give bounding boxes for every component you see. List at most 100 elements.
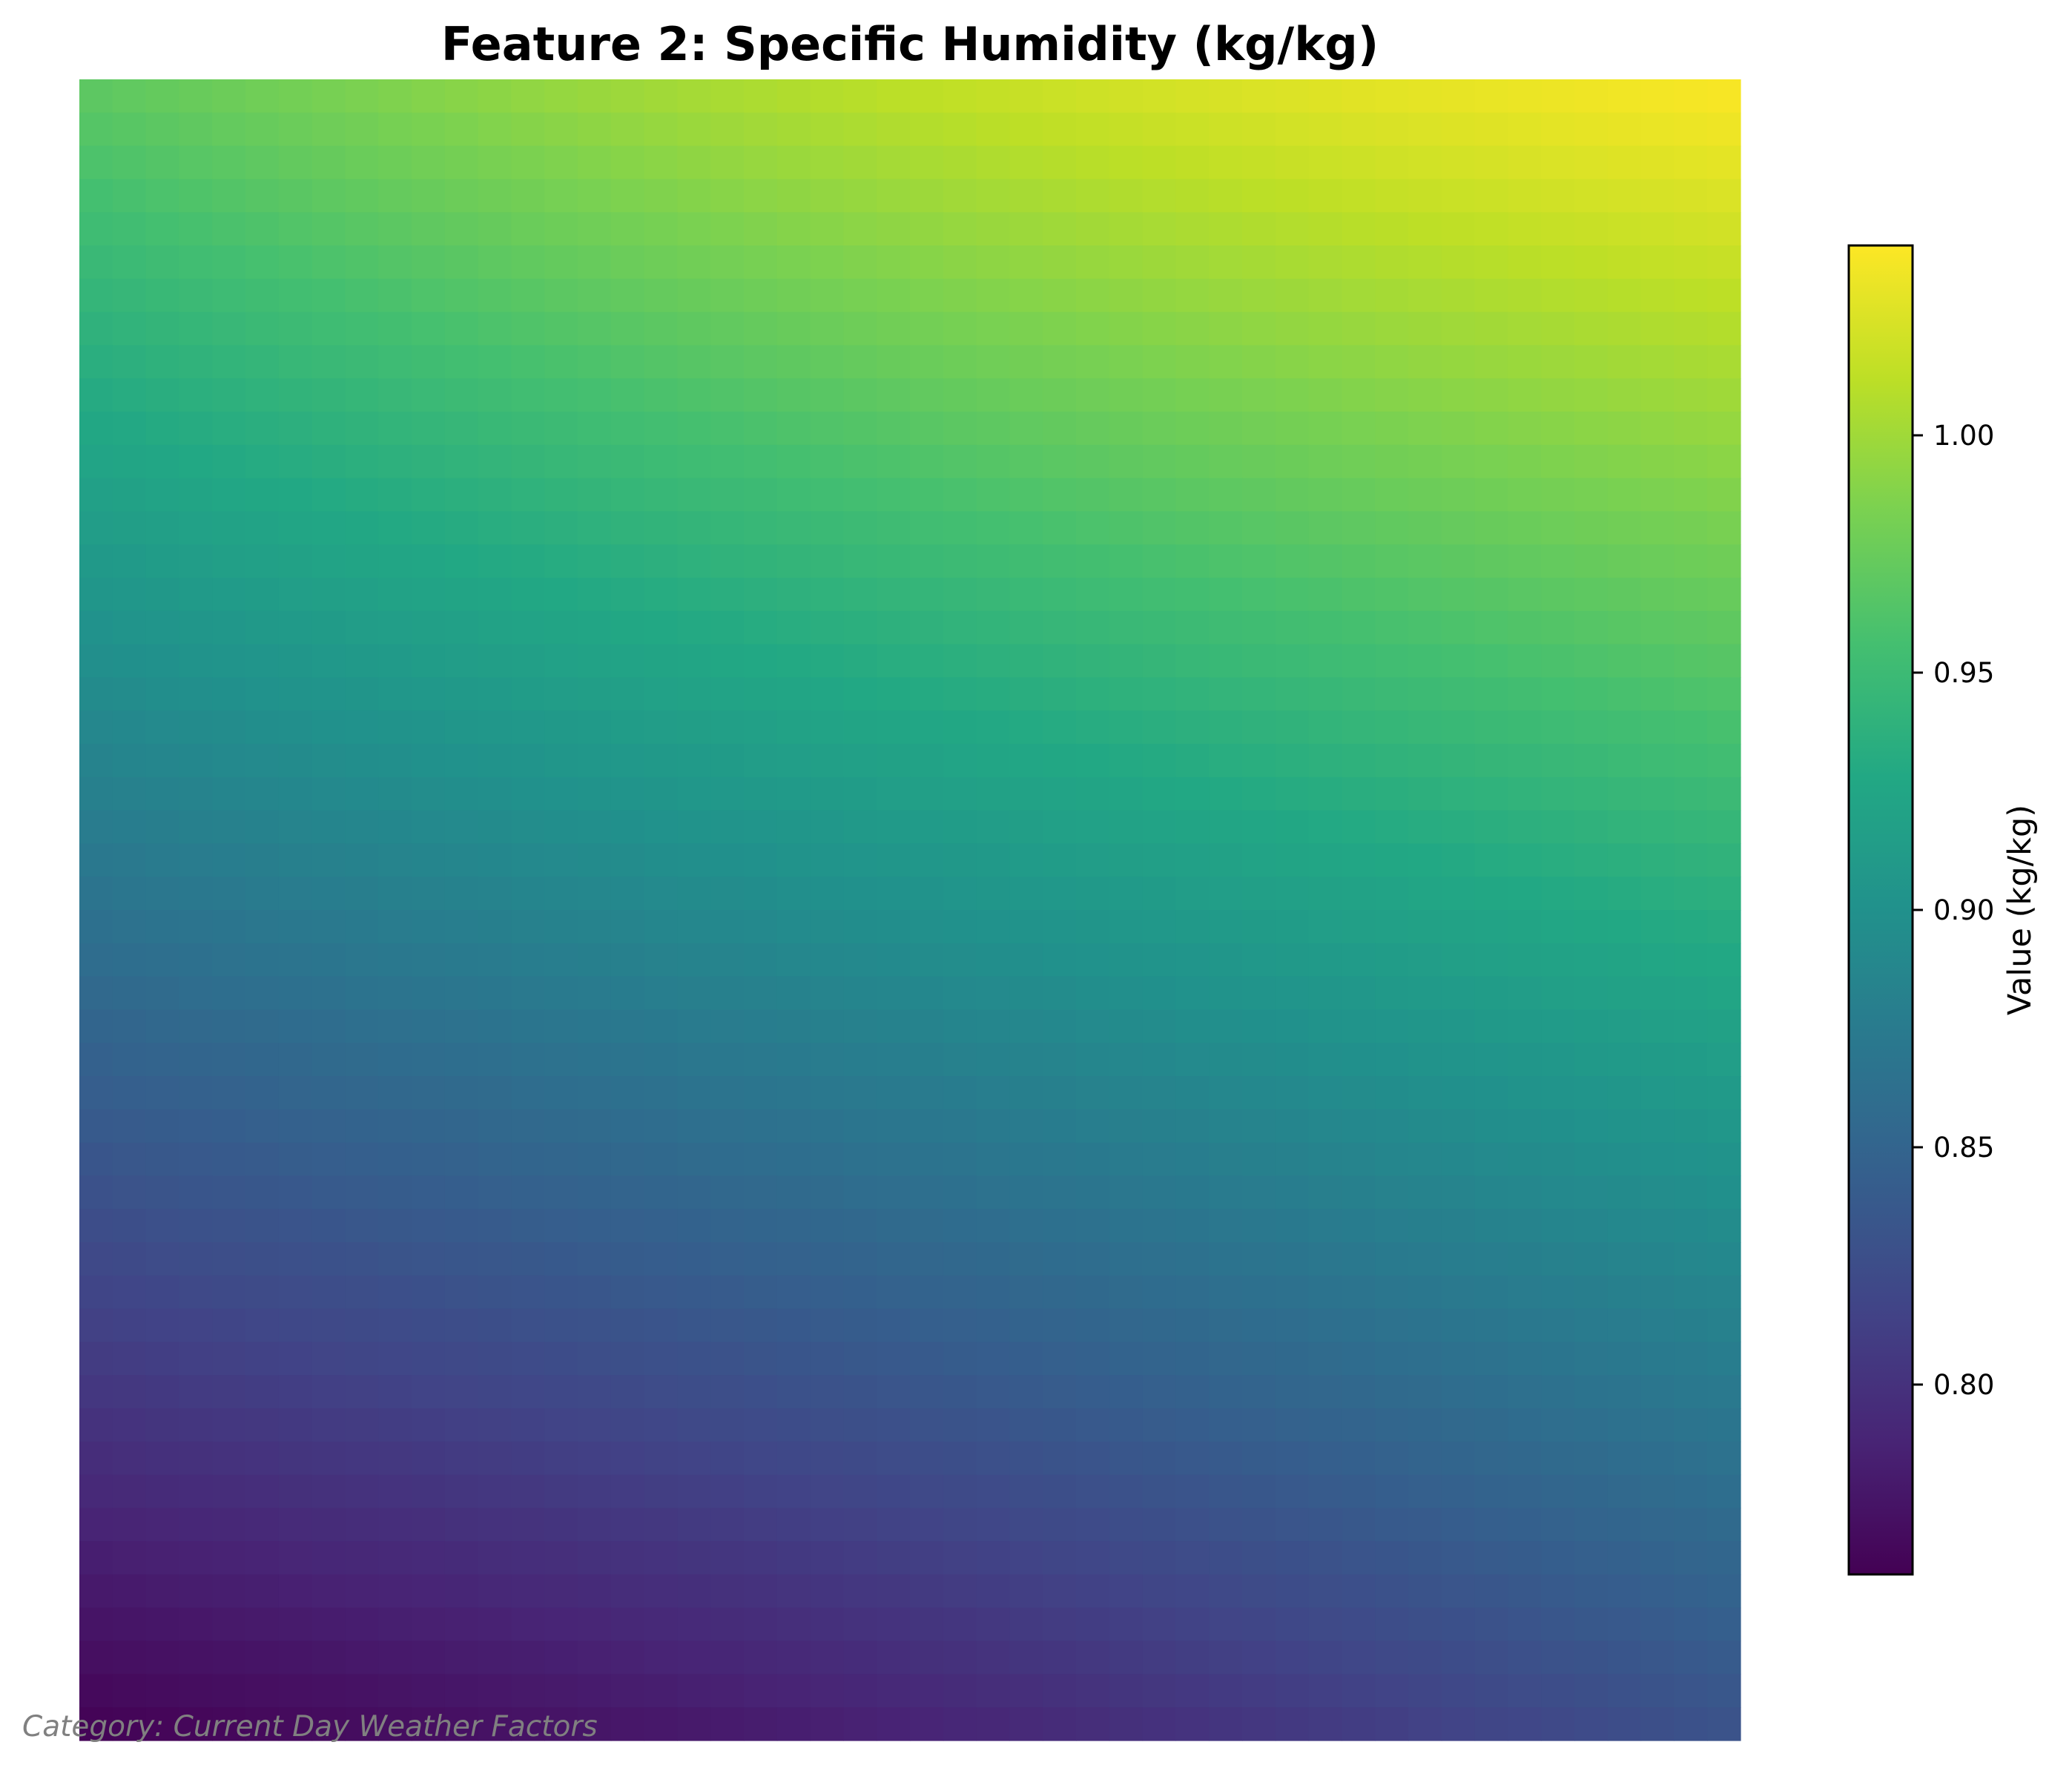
heatmap-cell	[943, 710, 977, 745]
heatmap-cell	[578, 212, 612, 246]
heatmap-cell	[1607, 776, 1642, 811]
heatmap-cell	[1175, 1408, 1210, 1442]
heatmap-cell	[1508, 212, 1542, 246]
heatmap-cell	[1009, 877, 1043, 911]
heatmap-cell	[212, 1408, 246, 1442]
heatmap-cell	[1674, 1209, 1708, 1243]
heatmap-cell	[776, 1142, 811, 1176]
heatmap-cell	[1275, 311, 1310, 346]
heatmap-cell	[1474, 1408, 1508, 1442]
heatmap-cell	[744, 610, 778, 645]
heatmap-cell	[1508, 610, 1542, 645]
heatmap-cell	[378, 1441, 412, 1476]
heatmap-cell	[145, 578, 179, 612]
heatmap-cell	[1674, 345, 1708, 379]
heatmap-cell	[1209, 1342, 1243, 1376]
heatmap-cell	[1209, 677, 1243, 711]
heatmap-cell	[311, 1441, 346, 1476]
heatmap-cell	[444, 776, 479, 811]
heatmap-cell	[976, 478, 1010, 512]
heatmap-cell	[976, 1142, 1010, 1176]
heatmap-cell	[1175, 1209, 1210, 1243]
heatmap-cell	[744, 245, 778, 280]
heatmap-cell	[345, 744, 379, 778]
heatmap-cell	[1275, 478, 1310, 512]
heatmap-cell	[1175, 544, 1210, 578]
heatmap-cell	[278, 1408, 313, 1442]
heatmap-cell	[1640, 1441, 1675, 1476]
heatmap-cell	[910, 910, 944, 944]
heatmap-cell	[1275, 145, 1310, 179]
heatmap-cell	[1508, 1441, 1542, 1476]
heatmap-cell	[544, 1076, 578, 1110]
heatmap-cell	[1109, 1275, 1144, 1310]
heatmap-cell	[1674, 1408, 1708, 1442]
heatmap-cell	[478, 112, 512, 147]
heatmap-cell	[1209, 776, 1243, 811]
heatmap-cell	[877, 1242, 911, 1276]
heatmap-cell	[1109, 1242, 1144, 1276]
heatmap-cell	[1342, 1308, 1376, 1342]
heatmap-cell	[843, 776, 877, 811]
heatmap-cell	[412, 877, 446, 911]
heatmap-cell	[412, 578, 446, 612]
heatmap-cell	[311, 710, 346, 745]
heatmap-cell	[245, 1408, 280, 1442]
heatmap-cell	[1142, 744, 1176, 778]
heatmap-cell	[544, 1209, 578, 1243]
heatmap-cell	[1209, 345, 1243, 379]
heatmap-cell	[1043, 877, 1077, 911]
heatmap-cell	[345, 544, 379, 578]
heatmap-cell	[378, 544, 412, 578]
heatmap-cell	[1275, 1076, 1310, 1110]
heatmap-cell	[644, 212, 678, 246]
heatmap-cell	[1508, 245, 1542, 280]
heatmap-cell	[1308, 1342, 1342, 1376]
heatmap-cell	[311, 1076, 346, 1110]
heatmap-cell	[1242, 1109, 1276, 1144]
heatmap-cell	[1707, 1441, 1741, 1476]
heatmap-cell	[1375, 910, 1409, 944]
heatmap-cell	[976, 1175, 1010, 1210]
heatmap-cell	[976, 943, 1010, 977]
heatmap-cell	[145, 311, 179, 346]
heatmap-cell	[311, 511, 346, 545]
heatmap-cell	[212, 1076, 246, 1110]
heatmap-cell	[278, 843, 313, 877]
heatmap-cell	[444, 412, 479, 446]
heatmap-cell	[1541, 1109, 1575, 1144]
heatmap-cell	[843, 1142, 877, 1176]
heatmap-cell	[976, 444, 1010, 479]
heatmap-cell	[1408, 79, 1442, 113]
heatmap-cell	[578, 910, 612, 944]
heatmap-cell	[1209, 311, 1243, 346]
heatmap-cell	[1508, 644, 1542, 678]
heatmap-cell	[1076, 943, 1110, 977]
heatmap-cell	[1640, 112, 1675, 147]
heatmap-cell	[179, 1408, 213, 1442]
heatmap-cell	[1441, 345, 1476, 379]
heatmap-cell	[1474, 1109, 1508, 1144]
heatmap-cell	[1242, 1076, 1276, 1110]
heatmap-cell	[1541, 744, 1575, 778]
heatmap-cell	[976, 877, 1010, 911]
heatmap-cell	[810, 677, 844, 711]
heatmap-cell	[843, 511, 877, 545]
heatmap-cell	[976, 212, 1010, 246]
heatmap-cell	[1175, 1275, 1210, 1310]
heatmap-cell	[112, 1043, 147, 1077]
heatmap-cell	[1474, 1275, 1508, 1310]
heatmap-cell	[412, 1342, 446, 1376]
heatmap-cell	[378, 478, 412, 512]
heatmap-cell	[1375, 1009, 1409, 1043]
heatmap-cell	[843, 378, 877, 412]
heatmap-cell	[378, 1209, 412, 1243]
heatmap-cell	[478, 1342, 512, 1376]
heatmap-cell	[478, 478, 512, 512]
heatmap-cell	[511, 1009, 545, 1043]
heatmap-cell	[1342, 1242, 1376, 1276]
heatmap-cell	[877, 1342, 911, 1376]
heatmap-cell	[1109, 212, 1144, 246]
heatmap-cell	[1375, 544, 1409, 578]
heatmap-cell	[578, 444, 612, 479]
